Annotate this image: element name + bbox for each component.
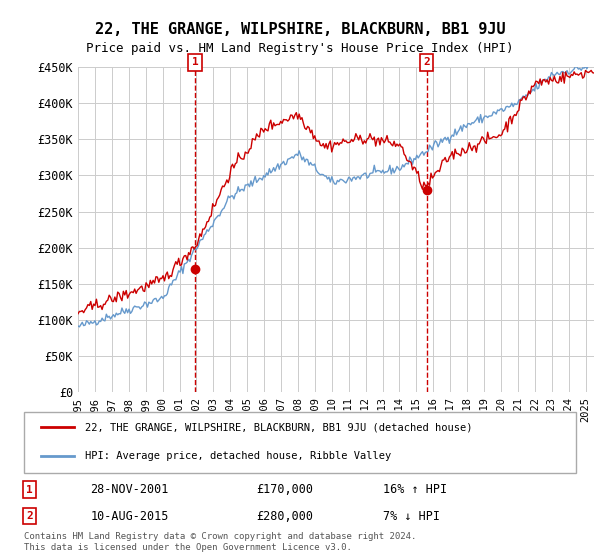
Text: 7% ↓ HPI: 7% ↓ HPI (383, 510, 440, 522)
Text: Price paid vs. HM Land Registry's House Price Index (HPI): Price paid vs. HM Land Registry's House … (86, 42, 514, 55)
Text: 1: 1 (26, 484, 33, 494)
Text: 28-NOV-2001: 28-NOV-2001 (90, 483, 169, 496)
Text: 10-AUG-2015: 10-AUG-2015 (90, 510, 169, 522)
FancyBboxPatch shape (24, 412, 576, 473)
Text: Contains HM Land Registry data © Crown copyright and database right 2024.
This d: Contains HM Land Registry data © Crown c… (24, 532, 416, 552)
Text: 22, THE GRANGE, WILPSHIRE, BLACKBURN, BB1 9JU (detached house): 22, THE GRANGE, WILPSHIRE, BLACKBURN, BB… (85, 422, 472, 432)
Text: 1: 1 (191, 57, 198, 67)
Text: 22, THE GRANGE, WILPSHIRE, BLACKBURN, BB1 9JU: 22, THE GRANGE, WILPSHIRE, BLACKBURN, BB… (95, 22, 505, 38)
Text: 2: 2 (424, 57, 430, 67)
Text: £280,000: £280,000 (256, 510, 313, 522)
Text: £170,000: £170,000 (256, 483, 313, 496)
Text: HPI: Average price, detached house, Ribble Valley: HPI: Average price, detached house, Ribb… (85, 451, 391, 461)
Text: 2: 2 (26, 511, 33, 521)
Text: 16% ↑ HPI: 16% ↑ HPI (383, 483, 447, 496)
